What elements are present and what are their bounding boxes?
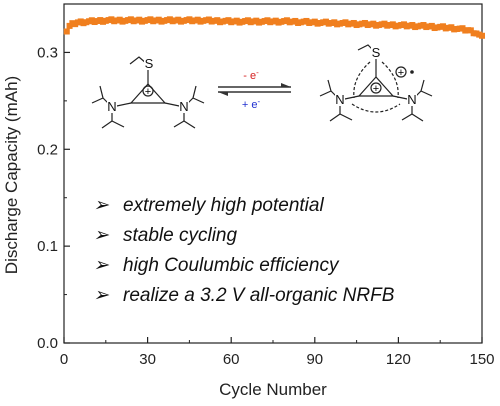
bullet-item-4: realize a 3.2 V all-organic NRFB [123, 285, 395, 306]
nitrogen-label-right-2: N [407, 92, 416, 107]
radical-dot [410, 70, 414, 74]
y-tick-label: 0.0 [37, 335, 58, 352]
bullet-item-1: extremely high potential [123, 195, 324, 216]
x-tick-label: 60 [223, 351, 240, 368]
bullet-list: ➢ extremely high potential ➢ stable cycl… [93, 195, 395, 306]
series-discharge-capacity [63, 16, 485, 39]
nitrogen-label-left-2: N [179, 99, 188, 114]
reduction-label: + e- [242, 97, 261, 111]
sulfur-label-left: S [145, 56, 154, 71]
y-axis-ticks: 0.0 0.1 0.2 0.3 [37, 44, 70, 352]
bullet-item-3: high Coulumbic efficiency [123, 255, 340, 276]
x-tick-label: 30 [139, 351, 156, 368]
reaction-arrows [218, 83, 291, 96]
data-point [479, 32, 485, 39]
oxidation-label: - e- [243, 68, 259, 82]
nitrogen-label-right-1: N [335, 92, 344, 107]
x-tick-label: 0 [60, 351, 68, 368]
bullet-marker-4: ➢ [93, 285, 110, 306]
y-tick-label: 0.3 [37, 44, 58, 61]
bullet-marker-2: ➢ [93, 225, 110, 246]
y-tick-label: 0.1 [37, 238, 58, 255]
y-axis-title: Discharge Capacity (mAh) [2, 76, 21, 274]
x-tick-label: 90 [306, 351, 323, 368]
y-tick-label: 0.2 [37, 141, 58, 158]
data-point [63, 28, 70, 35]
charge-symbol-left: + [145, 86, 151, 98]
x-axis-title: Cycle Number [219, 380, 327, 399]
x-tick-label: 120 [386, 351, 411, 368]
bullet-item-2: stable cycling [123, 225, 237, 246]
sulfur-label-right: S [372, 45, 381, 60]
bullet-marker-3: ➢ [93, 255, 110, 276]
charge-symbol-right: + [373, 83, 379, 95]
bullet-marker-1: ➢ [93, 195, 110, 216]
x-axis-ticks: 0 30 60 90 120 150 [60, 337, 495, 368]
radical-charge-symbol: + [398, 67, 404, 79]
x-tick-label: 150 [469, 351, 494, 368]
nitrogen-label-left-1: N [107, 99, 116, 114]
